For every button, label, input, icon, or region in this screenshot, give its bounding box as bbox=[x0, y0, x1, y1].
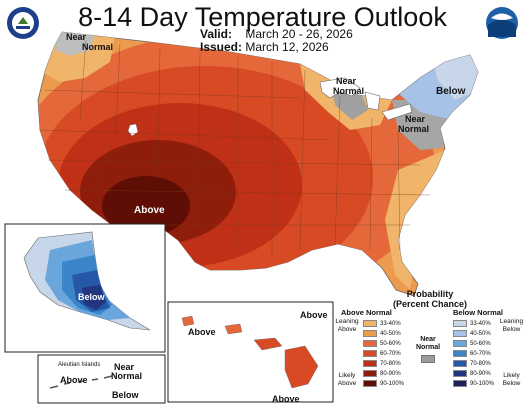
legend-likely-above: Likely Above bbox=[337, 372, 357, 387]
great-lakes bbox=[319, 77, 413, 121]
label-aleutian-above: Above bbox=[60, 375, 88, 385]
legend-near-normal-label: Near Normal bbox=[415, 336, 441, 351]
legend-below-range-label: 40-50% bbox=[470, 331, 491, 337]
alaska-below-4 bbox=[82, 285, 106, 310]
legend-below-row: 60-70% bbox=[453, 350, 491, 358]
legend-above-row: 70-80% bbox=[363, 360, 401, 368]
hawaii-big-island bbox=[284, 345, 319, 389]
legend-below-swatch bbox=[453, 330, 467, 337]
legend-above-swatch bbox=[363, 360, 377, 367]
legend-above-swatch bbox=[363, 370, 377, 377]
legend-below-row: 33-40% bbox=[453, 320, 491, 328]
legend-below-range-label: 60-70% bbox=[470, 351, 491, 357]
usda-seal-icon bbox=[7, 7, 39, 39]
legend-above-row: 50-60% bbox=[363, 340, 401, 348]
legend-leaning-above: Leaning Above bbox=[335, 318, 359, 333]
label-hawaii-above-2: Above bbox=[300, 310, 328, 320]
legend-below-range-label: 70-80% bbox=[470, 361, 491, 367]
label-aleutian-near-normal: Near Normal bbox=[111, 362, 142, 381]
legend-above-swatch bbox=[363, 330, 377, 337]
hawaii-oahu bbox=[224, 323, 243, 335]
legend-below-swatch bbox=[453, 380, 467, 387]
nw-near-normal-region bbox=[55, 32, 95, 56]
issued-label: Issued: bbox=[200, 40, 243, 54]
valid-row: Valid: March 20 - 26, 2026 bbox=[200, 27, 353, 41]
legend-above-swatch bbox=[363, 380, 377, 387]
aleutian-inset bbox=[37, 354, 166, 404]
legend-above-range-label: 80-90% bbox=[380, 371, 401, 377]
hawaii-maui bbox=[253, 337, 283, 351]
label-near-normal-east: Near Normal bbox=[398, 114, 429, 134]
ne-below-inner-region bbox=[430, 52, 478, 100]
label-near-normal-glakes: Near Normal bbox=[333, 76, 364, 96]
legend-above-row: 40-50% bbox=[363, 330, 401, 338]
legend-above-row: 80-90% bbox=[363, 370, 401, 378]
label-hawaii-above-1: Above bbox=[188, 327, 216, 337]
legend-above-swatch bbox=[363, 350, 377, 357]
legend-above-header: Above Normal bbox=[341, 308, 392, 317]
noaa-logo-icon bbox=[486, 7, 518, 39]
label-near-normal-nw: Near Normal bbox=[66, 32, 113, 52]
legend-leaning-below: Leaning Below bbox=[499, 318, 524, 333]
legend-below-range-label: 50-60% bbox=[470, 341, 491, 347]
legend-below-swatch bbox=[453, 340, 467, 347]
label-above-sw: Above bbox=[134, 205, 165, 216]
issued-value: March 12, 2026 bbox=[245, 40, 329, 54]
legend-above-range-label: 40-50% bbox=[380, 331, 401, 337]
legend-above-range-label: 33-40% bbox=[380, 321, 401, 327]
legend-likely-below: Likely Below bbox=[502, 372, 521, 387]
label-below-ne: Below bbox=[436, 86, 466, 97]
legend-above-range-label: 50-60% bbox=[380, 341, 401, 347]
issued-row: Issued: March 12, 2026 bbox=[200, 40, 329, 54]
legend-below-swatch bbox=[453, 360, 467, 367]
label-hawaii-above-3: Above bbox=[272, 394, 300, 404]
label-aleutian-title: Aleutian Islands bbox=[58, 362, 100, 368]
legend-above-row: 90-100% bbox=[363, 380, 404, 388]
legend-below-swatch bbox=[453, 320, 467, 327]
legend-above-range-label: 90-100% bbox=[380, 381, 405, 387]
legend-below-row: 70-80% bbox=[453, 360, 491, 368]
state-boundaries bbox=[39, 39, 431, 260]
legend-title: Probability (Percent Chance) bbox=[392, 289, 468, 309]
legend-above-swatch bbox=[363, 340, 377, 347]
legend-below-row: 80-90% bbox=[453, 370, 491, 378]
legend-above-row: 60-70% bbox=[363, 350, 401, 358]
legend-below-range-label: 33-40% bbox=[470, 321, 491, 327]
valid-label: Valid: bbox=[200, 27, 233, 41]
legend-above-swatch bbox=[363, 320, 377, 327]
valid-value: March 20 - 26, 2026 bbox=[245, 27, 353, 41]
legend-below-header: Below Normal bbox=[453, 308, 504, 317]
legend-above-row: 33-40% bbox=[363, 320, 401, 328]
legend-below-row: 50-60% bbox=[453, 340, 491, 348]
legend-above-range-label: 60-70% bbox=[380, 351, 401, 357]
page-title: 8-14 Day Temperature Outlook bbox=[78, 2, 447, 32]
legend-near-normal-swatch bbox=[421, 355, 435, 363]
legend-below-swatch bbox=[453, 370, 467, 377]
label-aleutian-below: Below bbox=[112, 390, 140, 400]
legend-above-range-label: 70-80% bbox=[380, 361, 401, 367]
legend-below-row: 40-50% bbox=[453, 330, 491, 338]
label-alaska-below: Below bbox=[78, 292, 106, 302]
legend-below-range-label: 90-100% bbox=[470, 381, 495, 387]
legend-below-range-label: 80-90% bbox=[470, 371, 491, 377]
hawaii-inset bbox=[167, 301, 334, 403]
legend-below-row: 90-100% bbox=[453, 380, 494, 388]
legend-below-swatch bbox=[453, 350, 467, 357]
alaska-inset bbox=[4, 223, 166, 353]
legend: Probability (Percent Chance) Above Normal… bbox=[335, 288, 525, 405]
hawaii-kauai bbox=[181, 315, 195, 327]
